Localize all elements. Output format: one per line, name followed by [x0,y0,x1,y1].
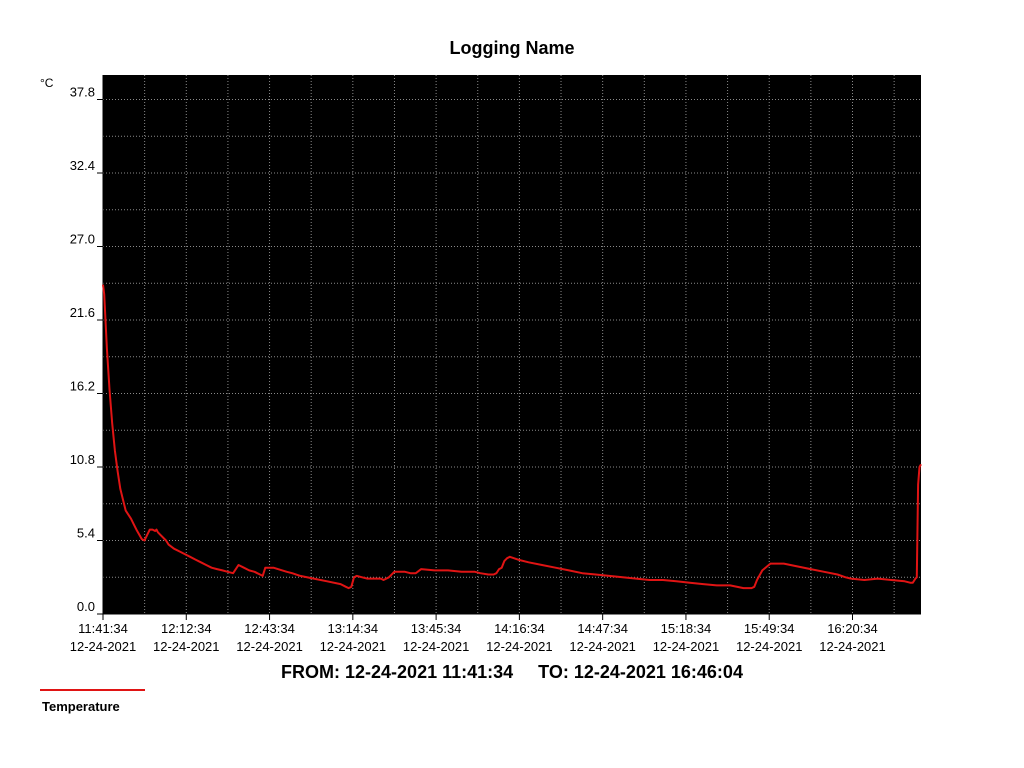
x-tick-label-date: 12-24-2021 [653,639,720,654]
series-layer [102,284,922,590]
x-tick-label-date: 12-24-2021 [819,639,886,654]
x-tick-label-date: 12-24-2021 [486,639,553,654]
x-axis: 11:41:34 12-24-2021 12:12:34 12-24-2021 12:4… [70,613,921,654]
y-tick-label: 32.4 [70,158,95,173]
y-tick-label: 16.2 [70,379,95,394]
x-tick-label-time: 12:43:34 [244,621,295,636]
y-axis-unit-label: °C [40,76,54,90]
x-tick-label-time: 13:45:34 [411,621,462,636]
x-tick-label-date: 12-24-2021 [320,639,387,654]
series-line-temperature [102,284,922,590]
y-tick-label: 27.0 [70,232,95,247]
x-tick-label-time: 11:41:34 [78,621,128,636]
x-tick-label-date: 12-24-2021 [70,639,137,654]
x-tick-label-time: 15:49:34 [744,621,795,636]
y-tick-label: 5.4 [77,526,95,541]
y-tick-label: 10.8 [70,452,95,467]
x-tick-label-date: 12-24-2021 [153,639,220,654]
grid-lines [103,75,921,614]
legend-label-temperature: Temperature [42,699,120,714]
y-tick-label: 37.8 [70,85,95,100]
chart-title: Logging Name [449,38,575,58]
plot-area [103,75,921,614]
x-tick-label-date: 12-24-2021 [236,639,303,654]
x-tick-label-time: 14:16:34 [494,621,545,636]
x-tick-label-time: 13:14:34 [328,621,379,636]
x-tick-label-time: 16:20:34 [827,621,878,636]
legend-swatch-temperature [40,689,145,691]
x-tick-label-date: 12-24-2021 [403,639,470,654]
x-tick-label-time: 14:47:34 [577,621,628,636]
x-tick-label-date: 12-24-2021 [736,639,803,654]
y-axis: 0.0 5.4 10.8 16.2 21.6 27.0 32.4 37.8 [70,75,104,615]
x-tick-label-time: 12:12:34 [161,621,212,636]
time-range-label: FROM: 12-24-2021 11:41:34 TO: 12-24-2021… [281,662,743,682]
y-tick-label: 21.6 [70,305,95,320]
x-tick-label-time: 15:18:34 [661,621,712,636]
x-tick-label-date: 12-24-2021 [569,639,636,654]
y-tick-label: 0.0 [77,599,95,614]
